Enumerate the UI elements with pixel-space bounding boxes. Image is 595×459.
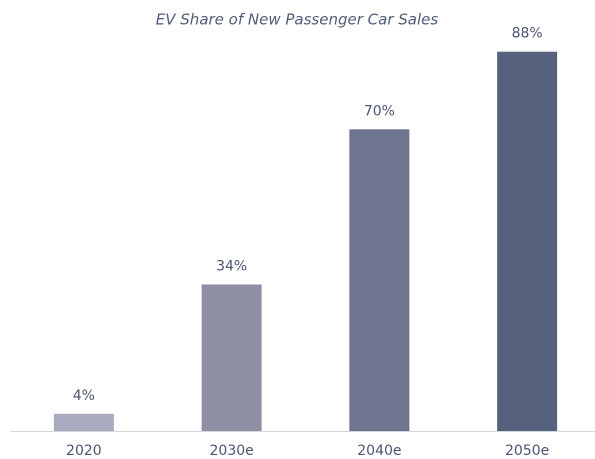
x-tick-label: 2040e bbox=[357, 443, 401, 459]
x-tick-label: 2030e bbox=[210, 443, 254, 459]
value-label: 34% bbox=[216, 258, 247, 274]
value-label: 88% bbox=[512, 26, 543, 42]
chart-title: EV Share of New Passenger Car Sales bbox=[156, 11, 439, 29]
x-tick-label: 2020 bbox=[66, 443, 102, 459]
bar bbox=[497, 51, 558, 431]
bar bbox=[349, 129, 410, 432]
value-label: 4% bbox=[73, 388, 95, 404]
value-label: 70% bbox=[364, 103, 395, 119]
bar bbox=[201, 284, 262, 431]
x-tick-label: 2050e bbox=[505, 443, 549, 459]
bar bbox=[53, 413, 114, 431]
